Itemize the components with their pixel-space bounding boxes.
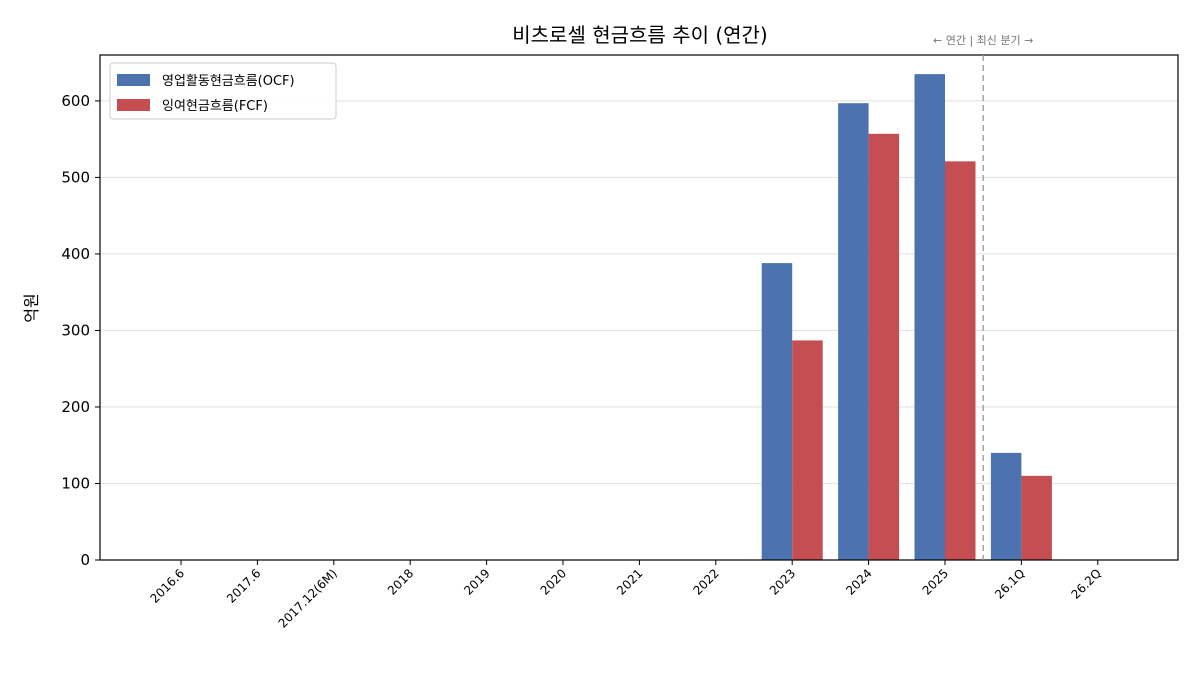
x-tick-label: 2021 [614, 566, 645, 597]
bar-fcf [1021, 475, 1052, 560]
bar-fcf [792, 340, 823, 560]
legend-label: 잉여현금흐름(FCF) [162, 99, 268, 114]
x-tick-label: 2025 [920, 566, 951, 597]
x-tick-label: 2019 [461, 566, 492, 597]
x-tick-label: 2016.6 [148, 566, 188, 606]
bar-fcf [945, 161, 976, 560]
grid-lines [100, 100, 1178, 485]
x-tick-label: 2017.12(6M) [276, 566, 340, 630]
y-tick-label: 500 [61, 168, 90, 186]
legend-box [109, 62, 337, 120]
x-tick-label: 2018 [385, 566, 416, 597]
bar-ocf [990, 452, 1022, 560]
legend-swatch [117, 99, 150, 111]
y-tick-label: 400 [61, 245, 90, 263]
bars [761, 74, 1052, 561]
bar-fcf [868, 133, 900, 560]
x-tick-label: 2017.6 [224, 566, 264, 606]
x-tick-label: 2022 [690, 566, 721, 597]
x-tick-label: 2020 [538, 566, 569, 597]
chart-title: 비츠로셀 현금흐름 추이 (연간) [512, 23, 767, 47]
y-tick-label: 100 [61, 474, 90, 492]
y-axis-label: 억원 [22, 293, 41, 322]
legend-label: 영업활동현금흐름(OCF) [162, 74, 295, 89]
x-tick-label: 26.2Q [1068, 566, 1103, 601]
x-axis-ticks: 2016.6 2017.6 2017.12(6M) 2018 2019 2020 2021 2… [148, 560, 1104, 631]
y-axis-ticks: 0 100 200 300 400 500 600 [61, 92, 100, 569]
legend: 영업활동현금흐름(OCF) 잉여현금흐름(FCF) [109, 62, 337, 120]
legend-swatch [117, 74, 150, 86]
bar-ocf [914, 74, 945, 560]
x-tick-label: 2023 [767, 566, 798, 597]
y-tick-label: 200 [61, 398, 90, 416]
x-tick-label: 26.1Q [992, 566, 1027, 601]
annual-quarter-annotation: ← 연간 | 최신 분기 → [933, 34, 1033, 47]
bar-ocf [838, 103, 869, 561]
y-tick-label: 300 [61, 321, 90, 339]
x-tick-label: 2024 [843, 566, 874, 597]
y-tick-label: 0 [80, 551, 90, 569]
y-tick-label: 600 [61, 92, 90, 110]
bar-ocf [761, 263, 793, 560]
